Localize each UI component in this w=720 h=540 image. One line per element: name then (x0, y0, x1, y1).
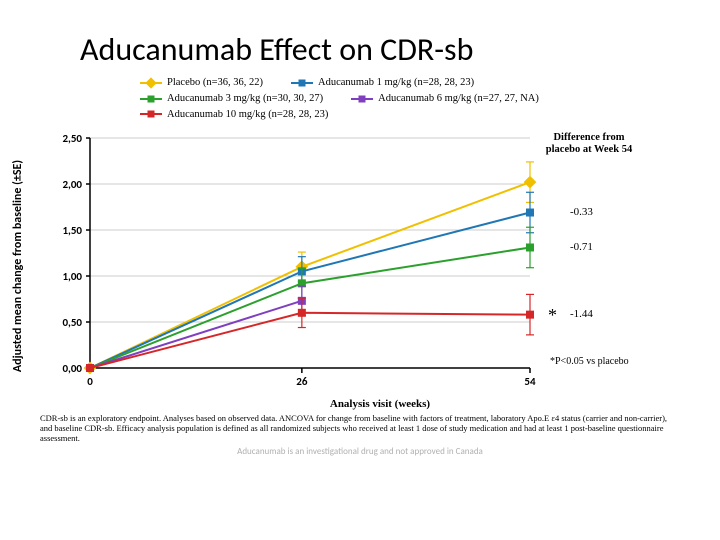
legend-item: Aducanumab 1 mg/kg (n=28, 28, 23) (291, 75, 474, 91)
legend: Placebo (n=36, 36, 22) Aducanumab 1 mg/kg… (140, 75, 690, 122)
diamond-icon (145, 77, 156, 88)
diff-header: Difference from placebo at Week 54 (544, 132, 634, 156)
line-chart: 0,00 0,50 1,00 1,50 2,00 2,50 0 26 54 (30, 126, 590, 406)
svg-text:0,50: 0,50 (62, 316, 82, 329)
asterisk-icon: * (548, 305, 557, 326)
svg-text:0,00: 0,00 (62, 362, 82, 375)
y-axis-label: Adjusted mean change from baseline (±SE) (11, 160, 25, 372)
svg-text:26: 26 (296, 375, 308, 388)
svg-text:54: 54 (524, 375, 536, 388)
diff-value: -1.44 (570, 308, 593, 320)
square-icon (148, 95, 155, 102)
svg-text:2,50: 2,50 (62, 132, 82, 145)
disclaimer: Aducanumab is an investigational drug an… (30, 446, 690, 457)
legend-label: Aducanumab 3 mg/kg (n=30, 30, 27) (167, 91, 323, 107)
svg-text:0: 0 (87, 375, 93, 388)
legend-line (140, 113, 162, 115)
legend-label: Placebo (n=36, 36, 22) (167, 75, 263, 91)
diff-value: -0.71 (570, 241, 593, 253)
svg-text:1,50: 1,50 (62, 224, 82, 237)
legend-item: Aducanumab 10 mg/kg (n=28, 28, 23) (140, 107, 328, 123)
svg-text:2,00: 2,00 (62, 178, 82, 191)
legend-line (351, 98, 373, 100)
legend-item: Aducanumab 3 mg/kg (n=30, 30, 27) (140, 91, 323, 107)
legend-row: Placebo (n=36, 36, 22) Aducanumab 1 mg/kg… (140, 75, 690, 91)
chart-container: Adjusted mean change from baseline (±SE)… (30, 126, 690, 406)
legend-label: Aducanumab 6 mg/kg (n=27, 27, NA) (378, 91, 539, 107)
legend-line (291, 82, 313, 84)
square-icon (359, 95, 366, 102)
legend-row: Aducanumab 3 mg/kg (n=30, 30, 27) Aducanu… (140, 91, 690, 107)
svg-text:1,00: 1,00 (62, 270, 82, 283)
legend-item: Placebo (n=36, 36, 22) (140, 75, 263, 91)
legend-label: Aducanumab 10 mg/kg (n=28, 28, 23) (167, 107, 328, 123)
square-icon (148, 111, 155, 118)
legend-row: Aducanumab 10 mg/kg (n=28, 28, 23) (140, 107, 690, 123)
chart-title: Aducanumab Effect on CDR-sb (80, 30, 690, 69)
pvalue-note: *P<0.05 vs placebo (550, 356, 629, 367)
slide: Aducanumab Effect on CDR-sb Placebo (n=3… (0, 0, 720, 540)
legend-item: Aducanumab 6 mg/kg (n=27, 27, NA) (351, 91, 539, 107)
legend-label: Aducanumab 1 mg/kg (n=28, 28, 23) (318, 75, 474, 91)
diff-value: -0.33 (570, 206, 593, 218)
footnote: CDR-sb is an exploratory endpoint. Analy… (40, 414, 680, 443)
square-icon (299, 79, 306, 86)
legend-line (140, 98, 162, 100)
legend-line (140, 82, 162, 84)
